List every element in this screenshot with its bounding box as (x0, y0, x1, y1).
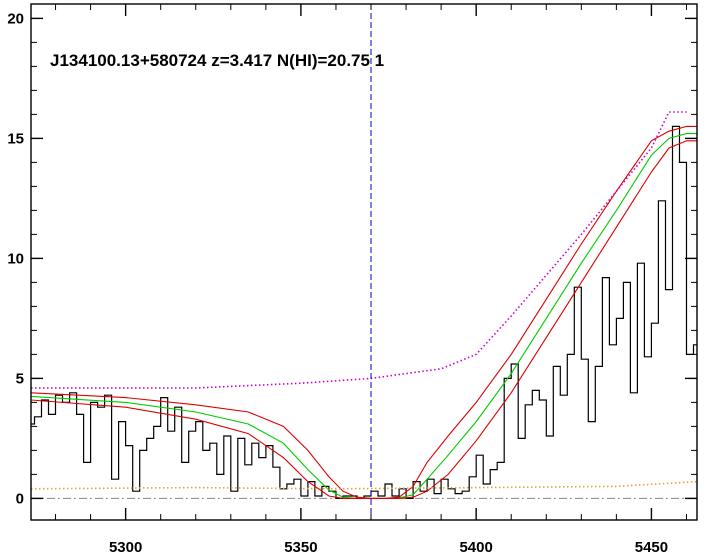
axes-layer: 0 5 10 15 20 5300 5350 5400 5450 (7, 3, 698, 556)
plot-frame (30, 3, 698, 521)
series-line-6 (31, 480, 697, 490)
y-tick-label: 5 (16, 370, 24, 387)
y-tick-label: 15 (7, 130, 24, 147)
x-tick-label: 5300 (109, 539, 142, 556)
series-layer (31, 4, 697, 520)
x-tick-label: 5450 (635, 539, 668, 556)
series-line-1 (31, 125, 697, 499)
series-line-3 (31, 125, 697, 499)
y-tick-label: 0 (16, 490, 24, 507)
y-tick-label: 10 (7, 250, 24, 267)
plot-area (31, 4, 697, 520)
x-tick-label: 5350 (284, 539, 317, 556)
chart-title: J134100.13+580724 z=3.417 N(HI)=20.75 1 (50, 51, 384, 70)
series-line-2 (31, 133, 697, 499)
series-line-5 (31, 111, 687, 389)
series-line-4 (31, 140, 697, 499)
x-tick-label: 5400 (459, 539, 492, 556)
y-tick-label: 20 (7, 10, 24, 27)
